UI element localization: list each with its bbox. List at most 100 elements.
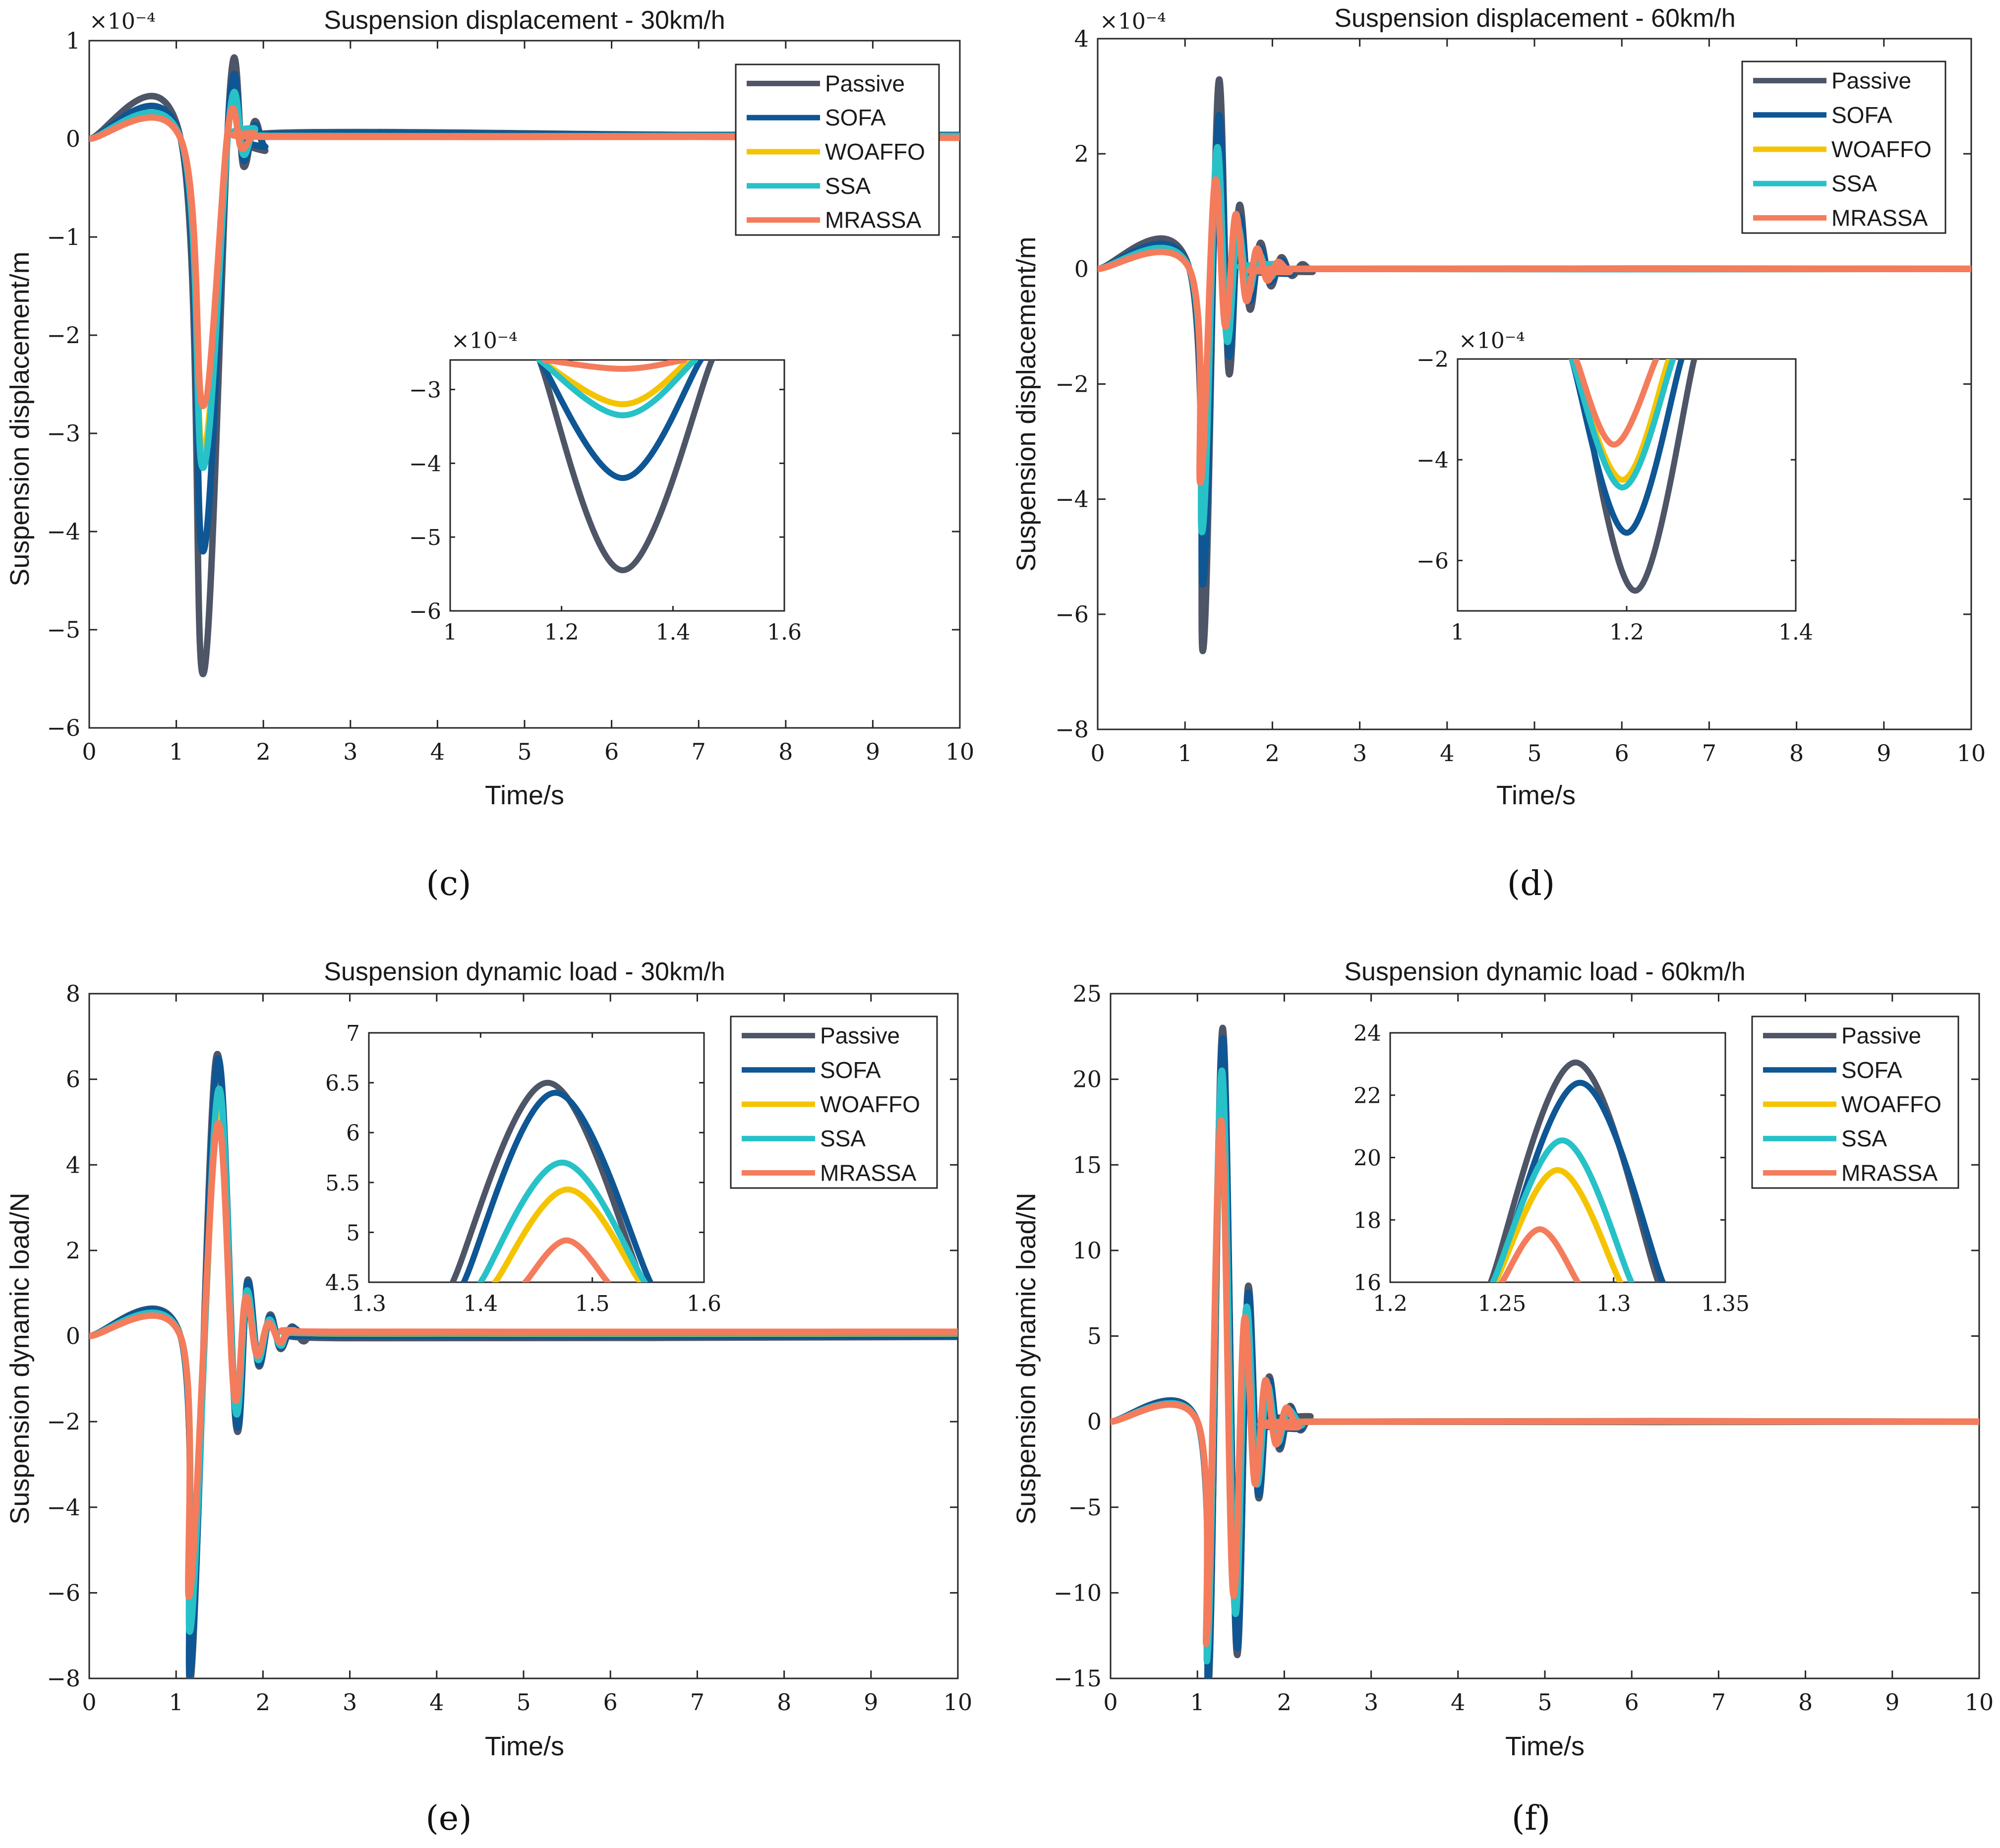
panel-f-xtick-label: 7 <box>1711 1689 1726 1716</box>
panel-d-inset-series-ssa <box>1569 359 1676 491</box>
panel-e-inset-xtick-label: 1.5 <box>575 1291 610 1316</box>
panel-c-xtick-label: 6 <box>604 738 619 765</box>
panel-label-f: (f) <box>1512 1799 1550 1838</box>
panel-d-xtick-label: 2 <box>1265 740 1280 767</box>
ylabel-d: Suspension displacement/m <box>1011 237 1041 571</box>
title-d: Suspension displacement - 60km/h <box>1334 4 1735 33</box>
panel-f-series-mrassa <box>1111 1117 1979 1647</box>
xlabel-c: Time/s <box>485 780 564 810</box>
panel-c-inset-frame <box>449 359 785 612</box>
ylabel-f: Suspension dynamic load/N <box>1011 1192 1041 1524</box>
panel-c-plot-area <box>89 54 960 677</box>
xlabel-e: Time/s <box>485 1731 564 1761</box>
panel-c-inset-xtick-label: 1.4 <box>655 620 690 645</box>
panel-c-xtick-label: 3 <box>343 738 357 765</box>
panel-d-xtick-label: 7 <box>1702 740 1716 767</box>
panel-d-inset-xtick-label: 1 <box>1451 620 1465 645</box>
panel-e-legend-label-sofa: SOFA <box>820 1057 881 1083</box>
panel-f-inset-plot-area <box>1487 1059 1666 1282</box>
panel-e-xtick-label: 2 <box>256 1689 270 1716</box>
y-scale-c: ×10⁻⁴ <box>89 9 156 34</box>
panel-d-series-mrassa <box>1098 176 1971 486</box>
panel-e-inset-series-woaffo <box>492 1186 644 1282</box>
panel-d-plot-area <box>1098 76 1971 655</box>
panel-e-legend-label-woaffo: WOAFFO <box>820 1091 920 1117</box>
panel-f-inset-series-mrassa <box>1499 1226 1581 1282</box>
panel-e-inset-xtick-label: 1.6 <box>687 1291 721 1316</box>
panel-c-inset-ytick-label: −6 <box>409 599 441 624</box>
panel-f-ytick-label: 5 <box>1087 1323 1102 1350</box>
panel-e-inset-ytick-label: 5.5 <box>325 1171 360 1196</box>
panel-c-inset-ytick-label: −5 <box>409 525 441 550</box>
panel-d-legend-label-woaffo: WOAFFO <box>1831 136 1932 162</box>
panel-d-legend-label-sofa: SOFA <box>1831 102 1892 128</box>
panel-f-xtick-label: 10 <box>1965 1689 1994 1716</box>
panel-d-xtick-label: 10 <box>1957 740 1986 767</box>
panel-d-ytick-label: −4 <box>1055 486 1089 513</box>
panel-e-legend-label-ssa: SSA <box>820 1126 866 1151</box>
panel-d-inset-xtick-label: 1.2 <box>1609 620 1644 645</box>
panel-f-legend-label-ssa: SSA <box>1841 1126 1887 1151</box>
panel-e-inset-series-ssa <box>477 1159 648 1282</box>
panel-e-ytick-label: −4 <box>47 1494 80 1521</box>
panel-e-ytick-label: 4 <box>66 1151 80 1178</box>
panel-e-inset-xtick-label: 1.3 <box>352 1291 386 1316</box>
panel-e-xtick-label: 8 <box>777 1689 791 1716</box>
panel-d-inset-series-mrassa <box>1573 359 1659 448</box>
panel-d-xtick-label: 4 <box>1440 740 1454 767</box>
panel-e-legend-label-passive: Passive <box>820 1023 900 1049</box>
panel-d-xtick-label: 1 <box>1178 740 1192 767</box>
panel-d-inset-plot-area <box>1569 359 1698 594</box>
panel-c-ytick-label: 1 <box>66 27 80 54</box>
panel-f-inset-xtick-label: 1.25 <box>1477 1291 1526 1316</box>
panel-f-xtick-label: 2 <box>1277 1689 1292 1716</box>
y-scale-d: ×10⁻⁴ <box>1100 9 1166 34</box>
panel-c-inset-series-ssa <box>536 360 699 418</box>
panel-e-inset-series-sofa <box>461 1089 653 1282</box>
panel-f-inset-series-woaffo <box>1492 1167 1624 1282</box>
panel-f-xtick-label: 0 <box>1103 1689 1118 1716</box>
panel-d-inset-xtick-label: 1.4 <box>1778 620 1813 645</box>
panel-e-inset-xtick-label: 1.4 <box>463 1291 498 1316</box>
panel-e-ytick-label: −6 <box>47 1579 80 1606</box>
panel-f-ytick-label: −10 <box>1054 1579 1102 1606</box>
panel-e-inset-ytick-label: 5 <box>346 1220 360 1246</box>
panel-c-inset-series-passive <box>536 360 715 574</box>
panel-e-plot-area <box>89 1051 958 1678</box>
panel-e-ytick-label: 6 <box>66 1066 80 1093</box>
panel-e: Suspension dynamic load - 30km/h Time/s … <box>5 957 972 1838</box>
panel-c-ytick-label: −1 <box>47 224 80 250</box>
panel-c-legend-label-ssa: SSA <box>825 173 871 199</box>
panel-c-ytick-label: −2 <box>47 322 80 349</box>
panel-c-ytick-label: −6 <box>47 715 80 741</box>
panel-e-xtick-label: 1 <box>169 1689 183 1716</box>
panel-e-xtick-label: 4 <box>429 1689 444 1716</box>
panel-c-ytick-label: −5 <box>47 616 80 643</box>
panel-e-inset-frame <box>368 1032 705 1283</box>
panel-e-inset-series-mrassa <box>522 1237 611 1282</box>
panel-d-inset-ytick-label: −4 <box>1416 448 1449 473</box>
panel-f-ytick-label: 25 <box>1072 980 1102 1007</box>
panel-f-xtick-label: 3 <box>1364 1689 1378 1716</box>
panel-e-inset-ytick-label: 6.5 <box>325 1071 360 1096</box>
panel-d-ytick-label: −6 <box>1055 601 1089 628</box>
panel-e-xtick-label: 6 <box>603 1689 618 1716</box>
panel-c-xtick-label: 2 <box>256 738 271 765</box>
panel-c-ytick-label: −4 <box>47 518 80 545</box>
inset-y-scale-d: ×10⁻⁴ <box>1459 328 1525 354</box>
panel-e-xtick-label: 9 <box>864 1689 878 1716</box>
panel-f-inset-series-ssa <box>1490 1137 1635 1282</box>
panel-c-inset-ytick-label: −4 <box>409 451 441 477</box>
panel-c-ytick-label: 0 <box>66 125 80 152</box>
panel-label-d: (d) <box>1507 864 1555 903</box>
panel-c-inset-plot-area <box>536 360 715 574</box>
panel-c-inset-xtick-label: 1 <box>443 620 457 645</box>
panel-f-ytick-label: 15 <box>1072 1151 1102 1178</box>
xlabel-f: Time/s <box>1505 1731 1585 1761</box>
panel-c-inset-ytick-label: −3 <box>409 378 441 403</box>
panel-c-legend-label-woaffo: WOAFFO <box>825 139 925 165</box>
panel-f-inset-xtick-label: 1.2 <box>1373 1291 1408 1316</box>
panel-d-ytick-label: 2 <box>1074 140 1089 167</box>
panel-label-c: (c) <box>426 864 471 903</box>
panel-c-inset-series-sofa <box>536 360 704 481</box>
